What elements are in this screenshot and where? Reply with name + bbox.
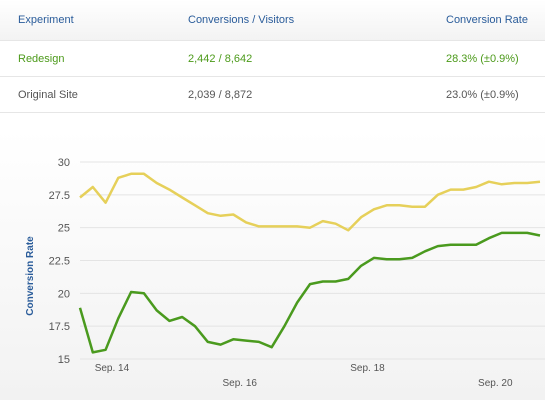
- chart-gridlines: [80, 161, 545, 360]
- conversion-rate-value: 23.0% (±0.9%): [446, 88, 519, 101]
- experiment-name: Original Site: [18, 88, 78, 101]
- y-tick-label: 27.5: [49, 190, 70, 202]
- y-axis-label: Conversion Rate: [25, 236, 36, 316]
- chart-series: [78, 172, 541, 354]
- series-line-redesign: [78, 231, 541, 354]
- x-tick-label: Sep. 14: [95, 363, 130, 374]
- experiment-table: Experiment Conversions / Visitors Conver…: [0, 0, 545, 113]
- x-tick-label: Sep. 18: [350, 363, 385, 374]
- experiment-name: Redesign: [18, 52, 65, 65]
- y-tick-label: 22.5: [49, 256, 70, 268]
- x-axis-ticks: Sep. 14 Sep. 16 Sep. 18 Sep. 20: [95, 363, 513, 389]
- x-tick-label: Sep. 16: [222, 378, 257, 389]
- y-tick-label: 17.5: [49, 321, 70, 333]
- y-tick-label: 15: [58, 354, 70, 366]
- conversion-rate-value: 28.3% (±0.9%): [446, 52, 519, 65]
- x-tick-label: Sep. 20: [478, 378, 513, 389]
- conversions-visitors-value: 2,039 / 8,872: [188, 88, 253, 101]
- table-header-row: Experiment Conversions / Visitors Conver…: [0, 0, 545, 41]
- y-tick-label: 30: [58, 157, 70, 169]
- header-conversion-rate: Conversion Rate: [446, 14, 528, 26]
- y-tick-label: 20: [58, 288, 70, 300]
- table-row-original-site[interactable]: Original Site 2,039 / 8,872 23.0% (±0.9%…: [0, 77, 545, 113]
- y-axis-ticks: 30 27.5 25 22.5 20 17.5 15: [49, 157, 70, 366]
- conversion-rate-chart: 30 27.5 25 22.5 20 17.5 15 Sep. 14 Sep. 16 Sep. …: [0, 130, 545, 400]
- header-experiment: Experiment: [18, 14, 74, 26]
- series-line-original-site: [79, 172, 541, 232]
- table-row-redesign[interactable]: Redesign 2,442 / 8,642 28.3% (±0.9%): [0, 41, 545, 77]
- conversions-visitors-value: 2,442 / 8,642: [188, 52, 253, 65]
- header-conversions-visitors: Conversions / Visitors: [188, 14, 295, 26]
- y-tick-label: 25: [58, 223, 70, 235]
